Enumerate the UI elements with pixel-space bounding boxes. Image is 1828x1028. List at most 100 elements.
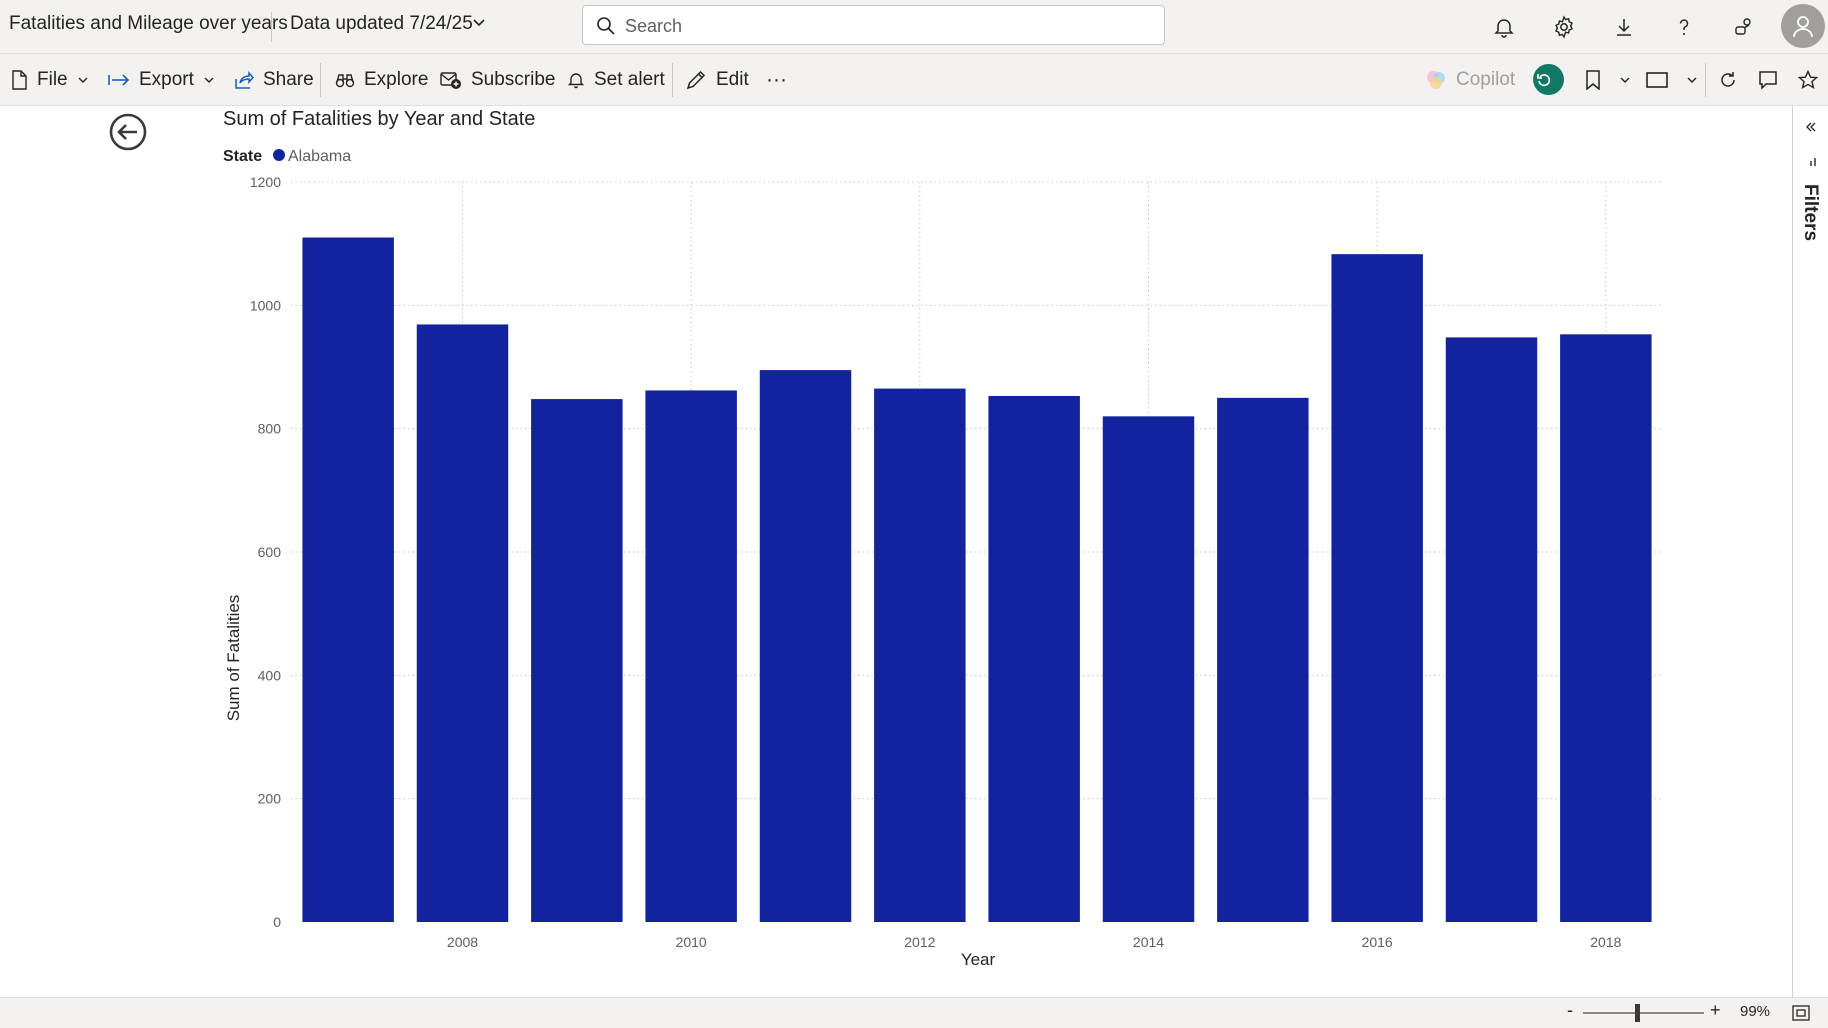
zoom-slider-thumb[interactable] bbox=[1635, 1004, 1641, 1022]
copilot-button[interactable]: Copilot bbox=[1425, 54, 1515, 105]
subscribe-button[interactable]: Subscribe bbox=[440, 54, 556, 105]
comments-button[interactable] bbox=[1758, 54, 1787, 105]
file-menu-button[interactable]: File bbox=[10, 54, 89, 105]
bar-2018[interactable] bbox=[1560, 334, 1652, 922]
set-alert-label: Set alert bbox=[594, 68, 665, 90]
back-button[interactable] bbox=[108, 112, 148, 157]
toolbar-divider bbox=[672, 63, 673, 97]
command-bar: File Export Share Explore Subscribe Set … bbox=[0, 54, 1828, 106]
copilot-icon bbox=[1427, 70, 1445, 89]
title-divider bbox=[271, 12, 272, 42]
bar-2017[interactable] bbox=[1445, 337, 1538, 922]
y-tick-label: 1200 bbox=[250, 174, 281, 190]
bookmark-button[interactable] bbox=[1585, 54, 1631, 105]
zoom-slider[interactable] bbox=[1583, 1012, 1704, 1014]
refresh-button[interactable] bbox=[1719, 54, 1746, 105]
gear-icon[interactable] bbox=[1549, 12, 1579, 42]
chevron-down-icon bbox=[1687, 77, 1697, 83]
favorite-button[interactable] bbox=[1798, 54, 1827, 105]
file-label: File bbox=[37, 68, 68, 90]
toolbar-divider bbox=[1705, 63, 1706, 97]
explore-label: Explore bbox=[364, 68, 429, 90]
zoom-level[interactable]: 99% bbox=[1740, 1003, 1771, 1020]
top-header: Fatalities and Mileage over years Data u… bbox=[0, 0, 1828, 54]
x-tick-label: 2008 bbox=[447, 934, 478, 950]
chevron-down-icon bbox=[78, 77, 88, 83]
view-icon bbox=[1646, 71, 1668, 88]
status-bar: - + 99% bbox=[0, 997, 1828, 1028]
bookmark-icon bbox=[1586, 69, 1600, 90]
view-button[interactable] bbox=[1646, 54, 1698, 105]
document-icon bbox=[12, 69, 27, 90]
x-tick-label: 2010 bbox=[676, 934, 707, 950]
x-tick-label: 2012 bbox=[904, 934, 935, 950]
export-arrow-icon bbox=[108, 73, 130, 86]
fit-to-page-icon[interactable] bbox=[1792, 1005, 1810, 1021]
bell-icon bbox=[567, 72, 585, 88]
binoculars-icon bbox=[335, 73, 355, 87]
reset-button[interactable] bbox=[1533, 54, 1564, 105]
bar-2012[interactable] bbox=[874, 388, 966, 922]
x-tick-label: 2018 bbox=[1590, 934, 1621, 950]
bar-2013[interactable] bbox=[988, 395, 1080, 922]
y-axis-ticks: 0 200 400 600 800 1000 1200 bbox=[250, 174, 281, 930]
avatar[interactable] bbox=[1781, 4, 1825, 48]
chart-title: Sum of Fatalities by Year and State bbox=[223, 108, 535, 130]
bell-icon[interactable] bbox=[1489, 12, 1519, 42]
y-tick-label: 1000 bbox=[250, 297, 281, 313]
bar-2008[interactable] bbox=[416, 324, 509, 922]
share-label: Share bbox=[263, 68, 314, 90]
search-input[interactable] bbox=[623, 12, 1147, 40]
filters-pane[interactable]: Filters bbox=[1792, 106, 1828, 997]
y-axis-label: Sum of Fatalities bbox=[224, 595, 243, 722]
bar-2007[interactable] bbox=[302, 237, 394, 923]
x-axis-label: Year bbox=[961, 950, 996, 969]
x-tick-label: 2014 bbox=[1133, 934, 1164, 950]
search-box[interactable] bbox=[582, 5, 1165, 45]
bars bbox=[302, 237, 1652, 923]
share-feedback-icon[interactable] bbox=[1729, 12, 1759, 42]
toolbar-divider bbox=[320, 63, 321, 97]
export-label: Export bbox=[139, 68, 194, 90]
star-icon bbox=[1798, 69, 1818, 89]
x-tick-label: 2016 bbox=[1362, 934, 1393, 950]
y-tick-label: 200 bbox=[258, 791, 282, 807]
set-alert-button[interactable]: Set alert bbox=[567, 54, 665, 105]
filters-label[interactable]: Filters bbox=[1800, 184, 1821, 242]
filter-icon bbox=[1810, 158, 1816, 166]
bar-2009[interactable] bbox=[531, 399, 623, 923]
comment-icon bbox=[1759, 70, 1777, 90]
share-button[interactable]: Share bbox=[234, 54, 314, 105]
bar-2011[interactable] bbox=[759, 370, 852, 922]
y-tick-label: 0 bbox=[273, 914, 281, 930]
help-icon[interactable] bbox=[1669, 12, 1699, 42]
legend-title: State bbox=[223, 148, 262, 165]
legend-marker[interactable] bbox=[273, 149, 285, 161]
chevron-down-icon bbox=[1620, 77, 1630, 83]
download-icon[interactable] bbox=[1609, 12, 1639, 42]
reset-icon bbox=[1533, 64, 1564, 95]
bar-2015[interactable] bbox=[1217, 397, 1309, 922]
pencil-icon bbox=[686, 70, 706, 89]
report-title: Fatalities and Mileage over years bbox=[9, 13, 288, 34]
bar-2010[interactable] bbox=[645, 390, 737, 922]
more-options-button[interactable]: ··· bbox=[766, 67, 787, 91]
data-updated-dropdown[interactable]: Data updated 7/24/25 bbox=[290, 13, 473, 34]
zoom-in-button[interactable]: + bbox=[1710, 1000, 1721, 1020]
export-button[interactable]: Export bbox=[108, 54, 215, 105]
edit-label: Edit bbox=[716, 68, 749, 90]
legend-label-alabama[interactable]: Alabama bbox=[288, 148, 351, 165]
y-tick-label: 600 bbox=[258, 544, 282, 560]
report-canvas: 0 200 400 600 800 1000 1200 2008 2010 2012 2014 20… bbox=[0, 106, 1792, 997]
y-tick-label: 800 bbox=[258, 421, 282, 437]
explore-button[interactable]: Explore bbox=[335, 54, 428, 105]
bar-2016[interactable] bbox=[1331, 254, 1423, 922]
person-icon bbox=[1793, 16, 1813, 38]
y-tick-label: 400 bbox=[258, 667, 282, 683]
chevron-down-icon[interactable] bbox=[472, 16, 486, 35]
subscribe-label: Subscribe bbox=[471, 68, 556, 90]
edit-button[interactable]: Edit bbox=[685, 54, 749, 105]
bar-2014[interactable] bbox=[1102, 416, 1195, 922]
zoom-out-button[interactable]: - bbox=[1567, 1000, 1573, 1020]
collapse-pane-icon[interactable] bbox=[1805, 121, 1817, 133]
